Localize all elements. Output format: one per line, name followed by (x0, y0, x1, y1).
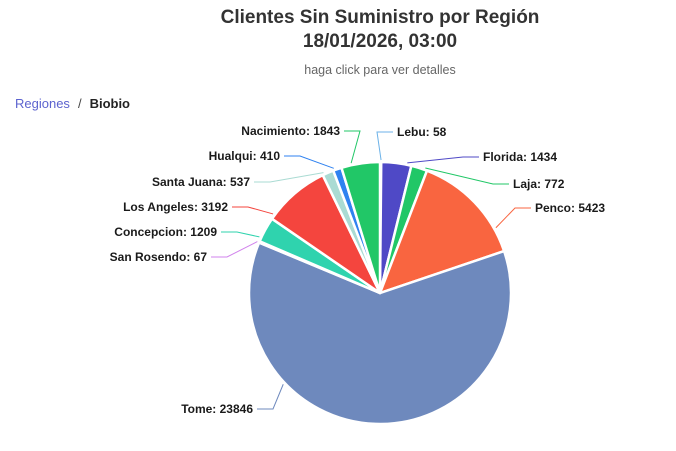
slice-label-penco: Penco: 5423 (535, 201, 605, 215)
breadcrumb-separator: / (77, 96, 82, 111)
pie-slice-penco[interactable] (378, 169, 506, 295)
leader-line-penco (495, 207, 531, 229)
leader-line-hualqui (284, 155, 334, 169)
slice-label-tome: Tome: 23846 (181, 402, 253, 416)
breadcrumb-link-regiones[interactable]: Regiones (15, 96, 70, 111)
leader-line-florida (407, 156, 479, 164)
leader-line-lebu (376, 131, 393, 161)
slice-label-florida: Florida: 1434 (483, 150, 557, 164)
slice-label-los-angeles: Los Angeles: 3192 (123, 200, 228, 214)
leader-line-santa-juana (254, 172, 324, 183)
slice-label-hualqui: Hualqui: 410 (209, 149, 281, 163)
slice-label-san-rosendo: San Rosendo: 67 (110, 250, 208, 264)
breadcrumb: Regiones / Biobio (15, 96, 130, 112)
leader-line-laja (425, 167, 509, 185)
leader-line-san-rosendo (211, 241, 258, 258)
slice-label-concepcion: Concepcion: 1209 (114, 225, 217, 239)
pie-slice-tome[interactable] (247, 241, 513, 426)
pie-slice-nacimiento[interactable] (340, 160, 382, 295)
slice-label-santa-juana: Santa Juana: 537 (152, 175, 250, 189)
leader-line-nacimiento (344, 130, 361, 164)
slice-label-lebu: Lebu: 58 (397, 125, 447, 139)
leader-line-los-angeles (232, 206, 274, 215)
slice-label-nacimiento: Nacimiento: 1843 (241, 124, 340, 138)
leader-line-concepcion (221, 231, 260, 238)
breadcrumb-current-biobio: Biobio (89, 96, 130, 111)
leader-line-tome (257, 384, 284, 410)
slice-label-laja: Laja: 772 (513, 177, 565, 191)
